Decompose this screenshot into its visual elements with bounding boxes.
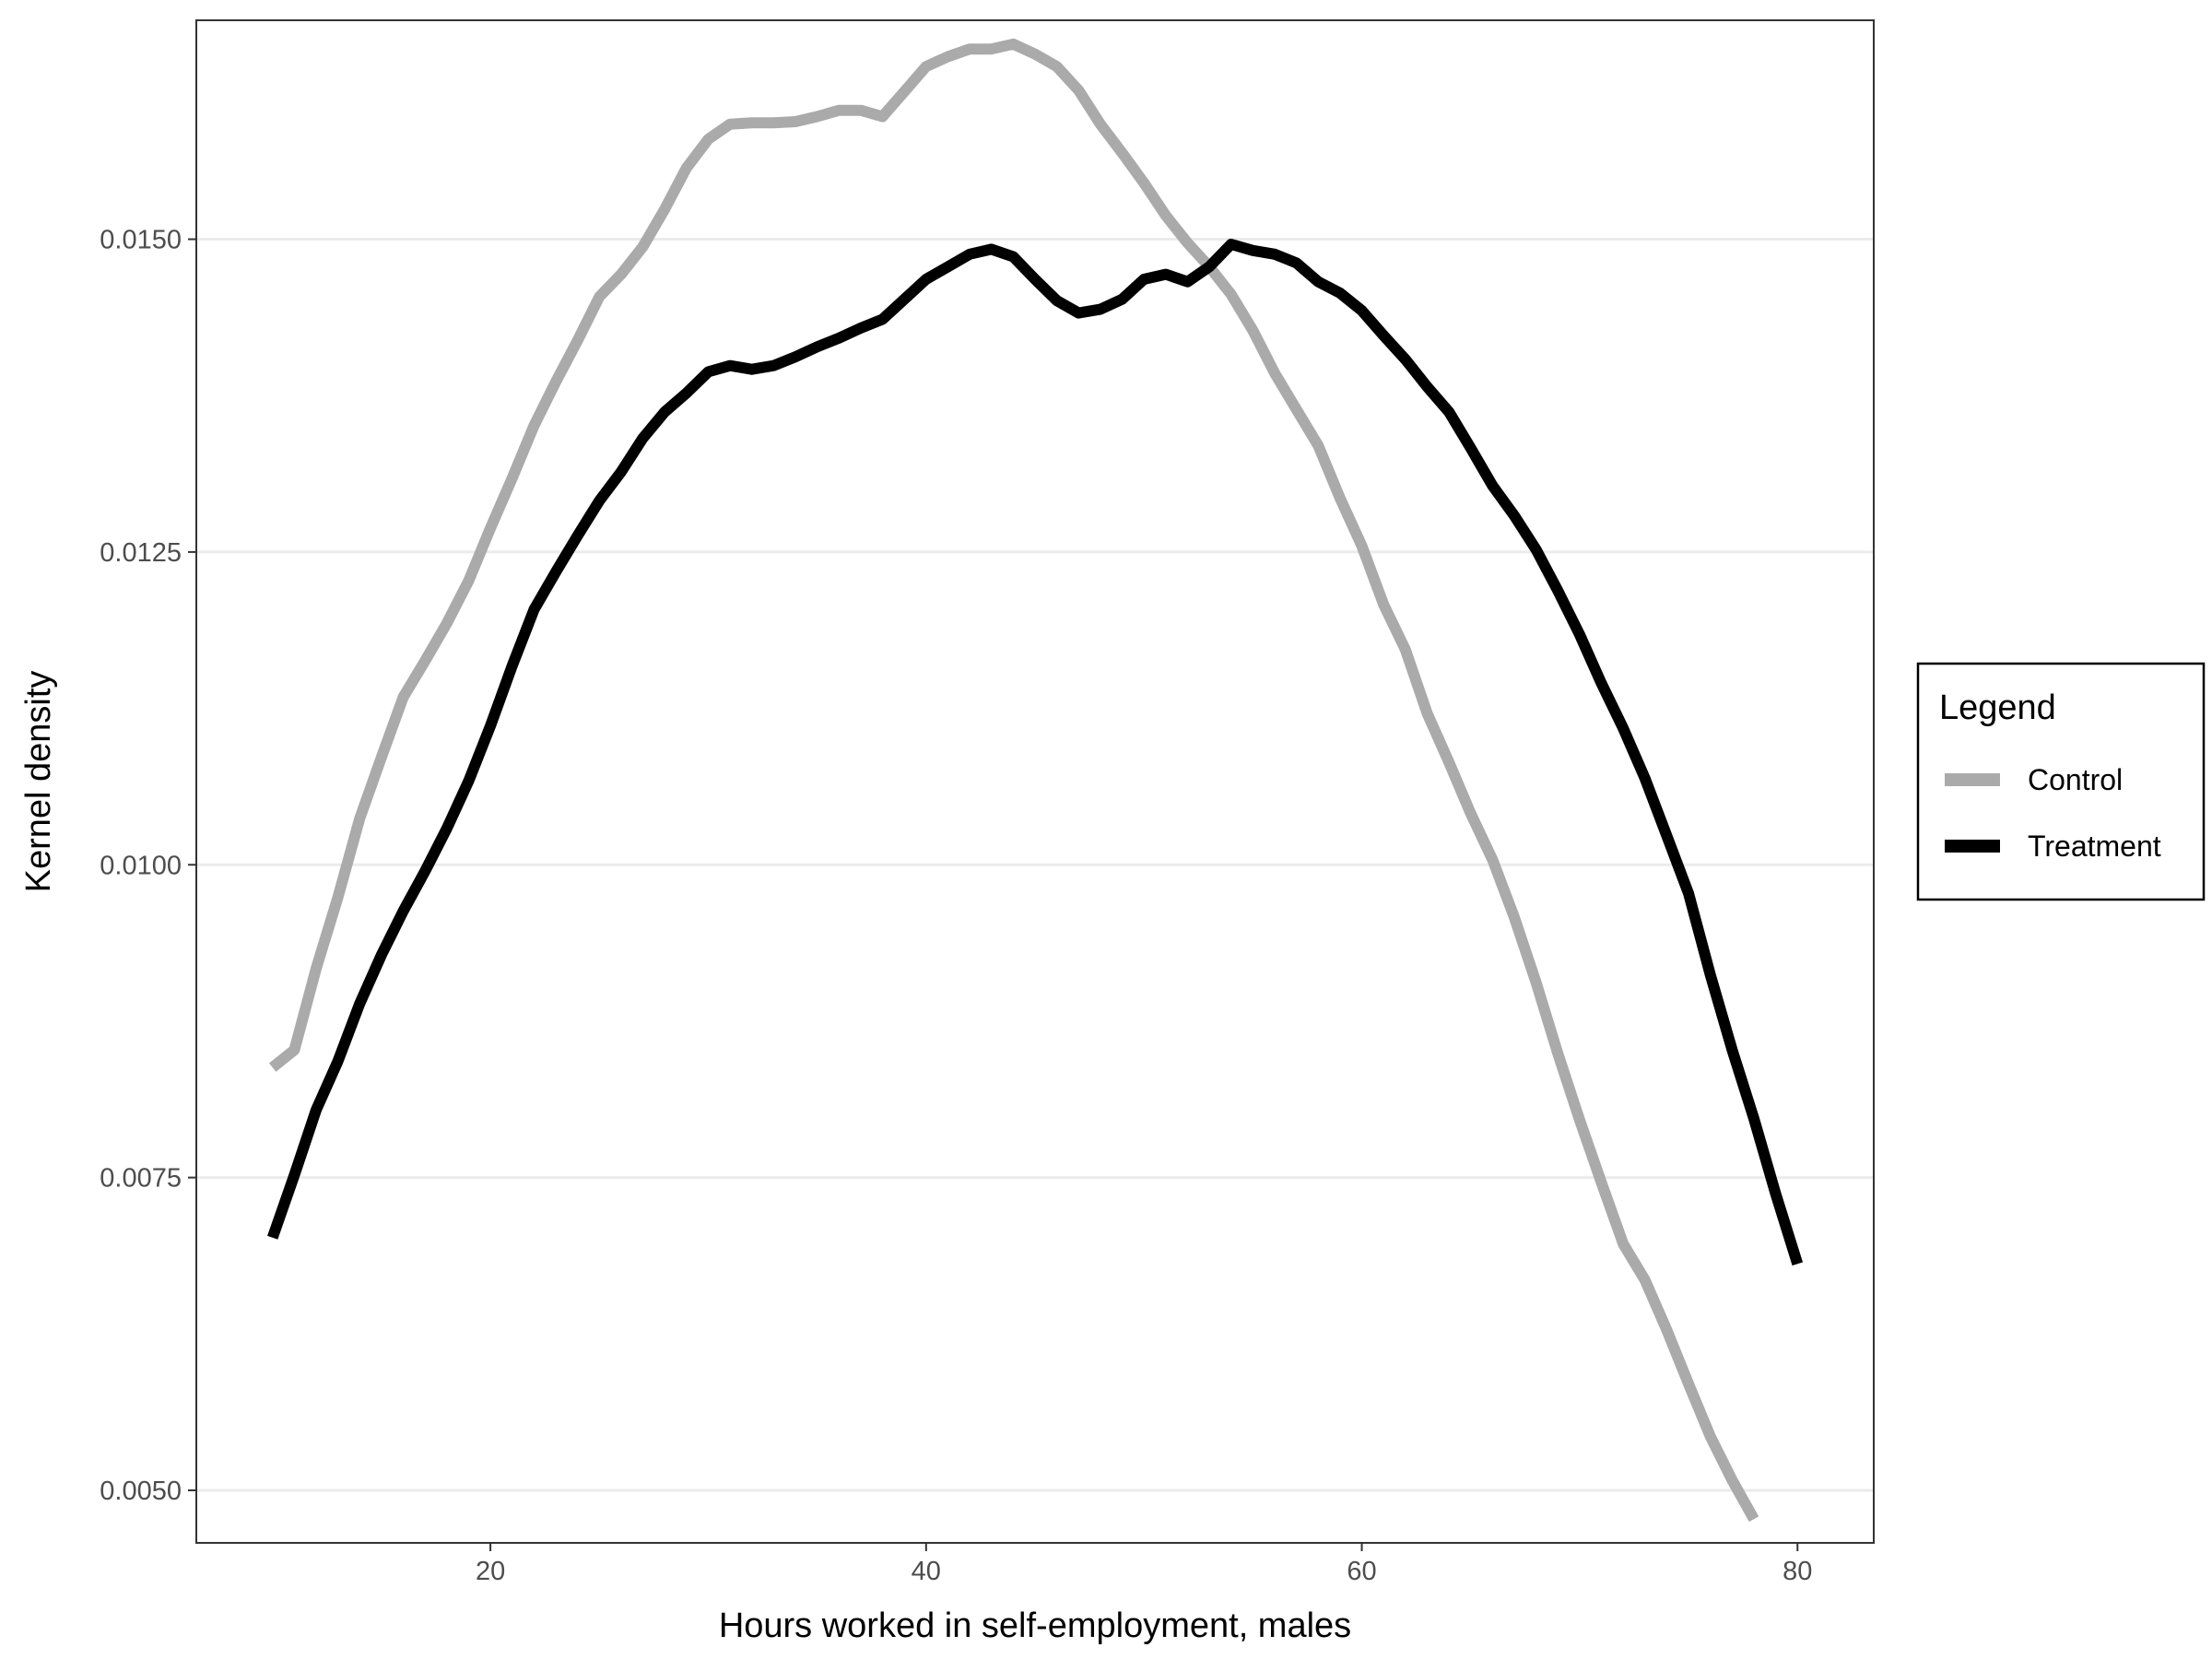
y-tick-label: 0.0075 [100, 1164, 182, 1194]
legend-title: Legend [1939, 688, 2056, 727]
series-line-treatment [267, 239, 1804, 1266]
x-tick-label: 40 [912, 1557, 941, 1586]
y-tick-label: 0.0150 [100, 226, 182, 255]
y-tick-label: 0.0100 [100, 851, 182, 880]
series-line-control [268, 38, 1759, 1523]
legend-label-control: Control [2028, 763, 2123, 796]
y-tick-label: 0.0050 [100, 1477, 182, 1506]
legend-label-treatment: Treatment [2028, 830, 2161, 863]
x-axis-title: Hours worked in self-employment, males [719, 1606, 1351, 1645]
x-tick-label: 60 [1347, 1557, 1376, 1586]
y-tick-label: 0.0125 [100, 538, 182, 568]
y-axis-title: Kernel density [19, 671, 58, 893]
plot-panel-border [195, 19, 1875, 1544]
x-tick-label: 20 [476, 1557, 505, 1586]
legend: Legend Control Treatment [1916, 662, 2206, 901]
axes: 0.0050 0.0075 0.0100 0.0125 0.0150 20 40 60 80 [100, 226, 1812, 1586]
x-tick-label: 80 [1783, 1557, 1812, 1586]
data-series [267, 38, 1804, 1523]
